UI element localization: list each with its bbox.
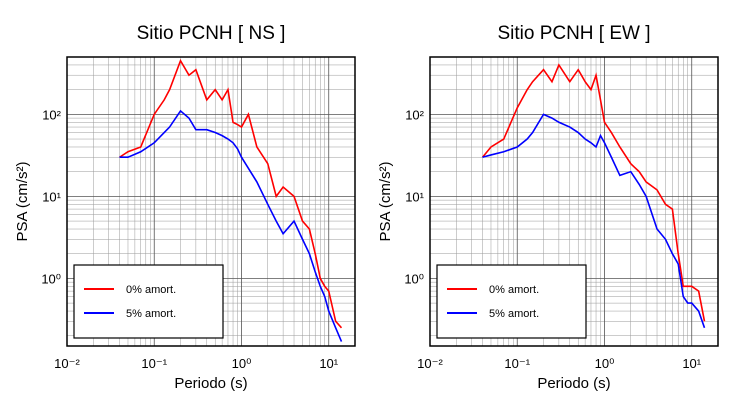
y-axis-label: PSA (cm/s²) bbox=[14, 161, 31, 241]
x-axis-label: Periodo (s) bbox=[174, 375, 247, 392]
y-tick-label: 10² bbox=[405, 107, 424, 122]
series-line bbox=[119, 109, 343, 342]
x-tick-label: 10⁻² bbox=[54, 356, 80, 371]
x-axis-label: Periodo (s) bbox=[537, 375, 610, 392]
x-tick-label: 10⁻² bbox=[417, 356, 443, 371]
legend-label: 0% amort. bbox=[126, 284, 176, 296]
plot-frame bbox=[429, 56, 719, 347]
y-tick-label: 10⁰ bbox=[404, 271, 424, 286]
y-tick-label: 10¹ bbox=[42, 189, 61, 204]
chart-title: Sitio PCNH [ NS ] bbox=[137, 23, 286, 44]
legend-label: 0% amort. bbox=[489, 284, 539, 296]
legend-label: 5% amort. bbox=[126, 308, 176, 320]
legend-box bbox=[436, 264, 587, 339]
x-tick-label: 10¹ bbox=[319, 356, 338, 371]
series-line bbox=[482, 113, 706, 329]
legend-box bbox=[73, 264, 224, 339]
chart-title: Sitio PCNH [ EW ] bbox=[497, 23, 650, 44]
series-line bbox=[119, 58, 343, 329]
plot-frame bbox=[66, 56, 356, 347]
series-line bbox=[481, 63, 706, 322]
x-tick-label: 10⁻¹ bbox=[141, 356, 167, 371]
x-tick-label: 10⁰ bbox=[595, 356, 615, 371]
x-tick-label: 10¹ bbox=[682, 356, 701, 371]
y-tick-label: 10⁰ bbox=[41, 271, 61, 286]
y-tick-label: 10² bbox=[42, 107, 61, 122]
x-tick-label: 10⁰ bbox=[232, 356, 252, 371]
y-axis-label: PSA (cm/s²) bbox=[377, 161, 394, 241]
legend-label: 5% amort. bbox=[489, 308, 539, 320]
y-tick-label: 10¹ bbox=[405, 189, 424, 204]
x-tick-label: 10⁻¹ bbox=[504, 356, 530, 371]
